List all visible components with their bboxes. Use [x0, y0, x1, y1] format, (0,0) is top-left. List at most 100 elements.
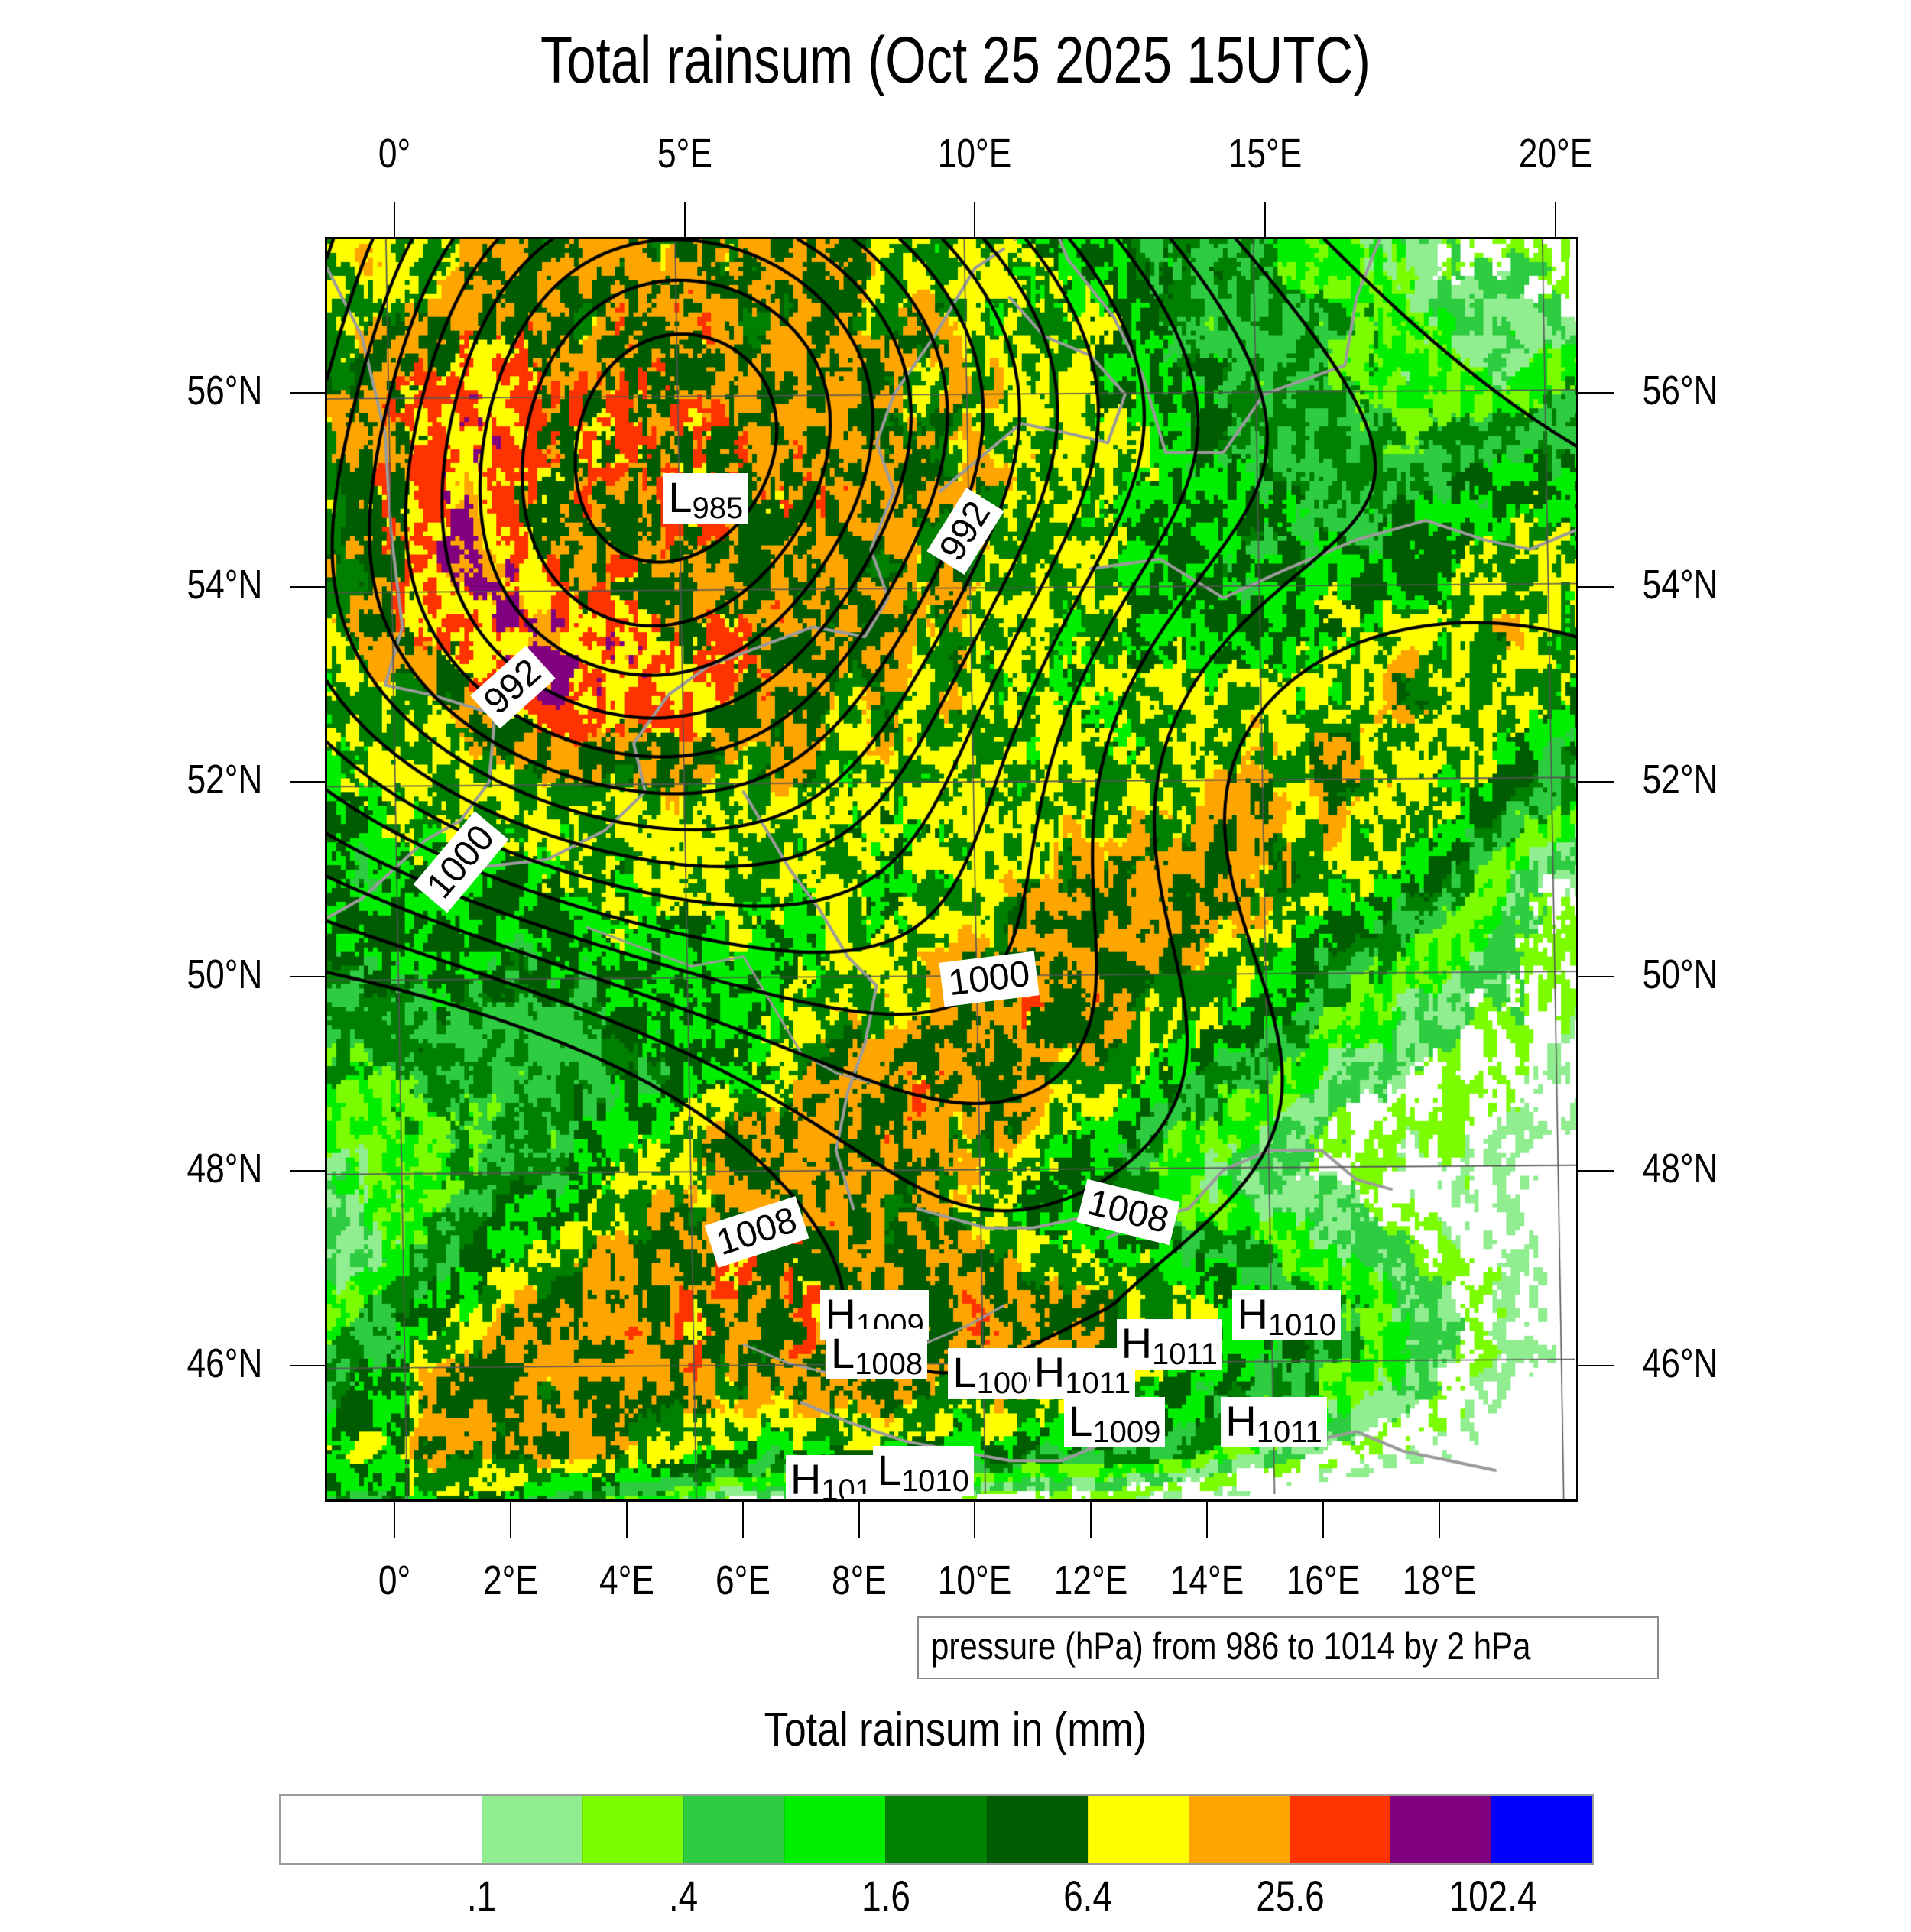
colorbar-swatch-3[interactable] — [582, 1796, 684, 1863]
colorbar-title-text: Total rainsum in (mm) — [764, 1703, 1147, 1756]
colorbar-swatch-2[interactable] — [482, 1796, 583, 1863]
page-title: Total rainsum (Oct 25 2025 15UTC) — [540, 24, 1371, 97]
pressure-center-l-3: L1008 — [826, 1328, 928, 1379]
tick-bottom-9 — [1438, 1502, 1440, 1538]
tick-right-2 — [1578, 780, 1614, 783]
axis-label-top-2: 10°E — [938, 131, 1012, 177]
colorbar-label-5: 102.4 — [1449, 1872, 1537, 1920]
tick-left-1 — [290, 586, 325, 588]
pressure-legend-text: pressure (hPa) from 986 to 1014 by 2 hPa — [931, 1625, 1531, 1668]
contour-label-1008-4: 1008 — [704, 1195, 809, 1268]
tick-top-4 — [1554, 202, 1556, 237]
tick-right-0 — [1578, 391, 1614, 394]
pressure-center-h-14: H — [977, 1494, 1017, 1499]
colorbar-swatch-12[interactable] — [1491, 1796, 1593, 1863]
axis-label-bottom-1: 2°E — [483, 1558, 538, 1603]
tick-top-1 — [683, 202, 686, 237]
axis-label-left-5: 46°N — [187, 1340, 263, 1386]
tick-bottom-0 — [394, 1502, 396, 1538]
axis-label-right-4: 48°N — [1642, 1146, 1718, 1192]
axis-label-left-0: 56°N — [187, 367, 263, 413]
pressure-center-h-15: H — [1250, 1494, 1290, 1499]
colorbar-swatch-10[interactable] — [1289, 1796, 1390, 1863]
colorbar-title: Total rainsum in (mm) — [0, 1703, 1911, 1757]
tick-bottom-3 — [741, 1502, 744, 1538]
pressure-center-l-9: L1009 — [1064, 1396, 1166, 1447]
colorbar-label-3: 6.4 — [1063, 1872, 1113, 1920]
tick-bottom-5 — [974, 1502, 976, 1538]
contour-label-992-0: 992 — [470, 645, 556, 728]
contour-label-1000-2: 1000 — [413, 811, 508, 913]
colorbar-swatch-6[interactable] — [885, 1796, 987, 1863]
map-plot-area[interactable]: L985LH1009L1008L1009H1011H1011H1010HL100… — [325, 237, 1578, 1502]
colorbar-label-1: .4 — [669, 1872, 699, 1920]
axis-label-bottom-4: 8°E — [831, 1558, 887, 1603]
colorbar-swatch-7[interactable] — [986, 1796, 1088, 1863]
colorbar-swatch-1[interactable] — [381, 1796, 482, 1863]
pressure-center-h-6: H1011 — [1116, 1319, 1223, 1370]
pressure-center-l-13: L1009 — [843, 1494, 945, 1499]
contour-label-992-1: 992 — [926, 487, 1004, 575]
tick-bottom-1 — [509, 1502, 511, 1538]
axis-label-left-3: 50°N — [187, 951, 263, 997]
tick-top-0 — [394, 202, 396, 237]
tick-right-3 — [1578, 975, 1614, 977]
tick-left-5 — [290, 1364, 325, 1366]
axis-label-left-2: 52°N — [187, 756, 263, 802]
tick-right-4 — [1578, 1170, 1614, 1172]
tick-bottom-6 — [1090, 1502, 1092, 1538]
colorbar-swatch-9[interactable] — [1188, 1796, 1290, 1863]
axis-label-top-0: 0° — [378, 131, 411, 177]
axis-label-bottom-5: 10°E — [938, 1558, 1012, 1603]
axis-label-right-2: 52°N — [1642, 756, 1718, 802]
axis-label-left-4: 48°N — [187, 1146, 263, 1192]
pressure-center-h-7: H1010 — [1232, 1289, 1341, 1340]
pressure-center-h-8: H — [1575, 1358, 1576, 1409]
pressure-contour-legend: pressure (hPa) from 986 to 1014 by 2 hPa — [917, 1616, 1659, 1679]
tick-left-3 — [290, 975, 325, 977]
tick-left-2 — [290, 780, 325, 783]
colorbar[interactable] — [279, 1794, 1594, 1865]
colorbar-swatch-11[interactable] — [1390, 1796, 1491, 1863]
colorbar-label-4: 25.6 — [1256, 1872, 1325, 1920]
axis-label-bottom-2: 4°E — [599, 1558, 654, 1603]
pressure-center-h-10: H1011 — [1221, 1396, 1327, 1447]
tick-left-0 — [290, 391, 325, 394]
axis-label-bottom-9: 18°E — [1402, 1558, 1477, 1603]
axis-label-bottom-6: 12°E — [1053, 1558, 1128, 1603]
rainsum-heatmap-canvas — [327, 239, 1576, 1499]
axis-label-bottom-0: 0° — [378, 1558, 411, 1603]
pressure-center-l-0: L985 — [663, 472, 748, 524]
axis-label-top-4: 20°E — [1518, 131, 1592, 177]
pressure-center-l-12: L1010 — [872, 1445, 974, 1496]
contour-label-1000-3: 1000 — [939, 951, 1040, 1007]
colorbar-tick-labels: .1 .4 1.6 6.4 25.6 102.4 — [279, 1871, 1594, 1932]
colorbar-swatch-0[interactable] — [281, 1796, 381, 1863]
tick-bottom-4 — [858, 1502, 860, 1538]
tick-top-2 — [974, 202, 976, 237]
tick-bottom-8 — [1322, 1502, 1324, 1538]
tick-right-1 — [1578, 586, 1614, 588]
tick-bottom-7 — [1206, 1502, 1209, 1538]
colorbar-swatch-4[interactable] — [683, 1796, 785, 1863]
axis-label-top-3: 15°E — [1228, 131, 1303, 177]
colorbar-swatch-8[interactable] — [1087, 1796, 1189, 1863]
tick-left-4 — [290, 1170, 325, 1172]
contour-label-1008-5: 1008 — [1076, 1178, 1180, 1246]
axis-label-bottom-3: 6°E — [715, 1558, 771, 1603]
colorbar-swatch-5[interactable] — [784, 1796, 886, 1863]
tick-top-3 — [1264, 202, 1266, 237]
axis-label-top-1: 5°E — [657, 131, 712, 177]
tick-right-5 — [1578, 1364, 1614, 1366]
pressure-center-h-16: H1010 — [1395, 1494, 1504, 1499]
pressure-center-l-1: L — [1569, 258, 1576, 310]
axis-label-bottom-7: 14°E — [1170, 1558, 1244, 1603]
axis-label-bottom-8: 16°E — [1286, 1558, 1361, 1603]
axis-label-right-0: 56°N — [1642, 367, 1718, 413]
axis-label-right-1: 54°N — [1642, 562, 1718, 608]
axis-label-right-3: 50°N — [1642, 951, 1718, 997]
axis-label-right-5: 46°N — [1642, 1340, 1718, 1386]
colorbar-label-2: 1.6 — [861, 1872, 910, 1920]
tick-bottom-2 — [625, 1502, 628, 1538]
axis-label-left-1: 54°N — [187, 562, 263, 608]
